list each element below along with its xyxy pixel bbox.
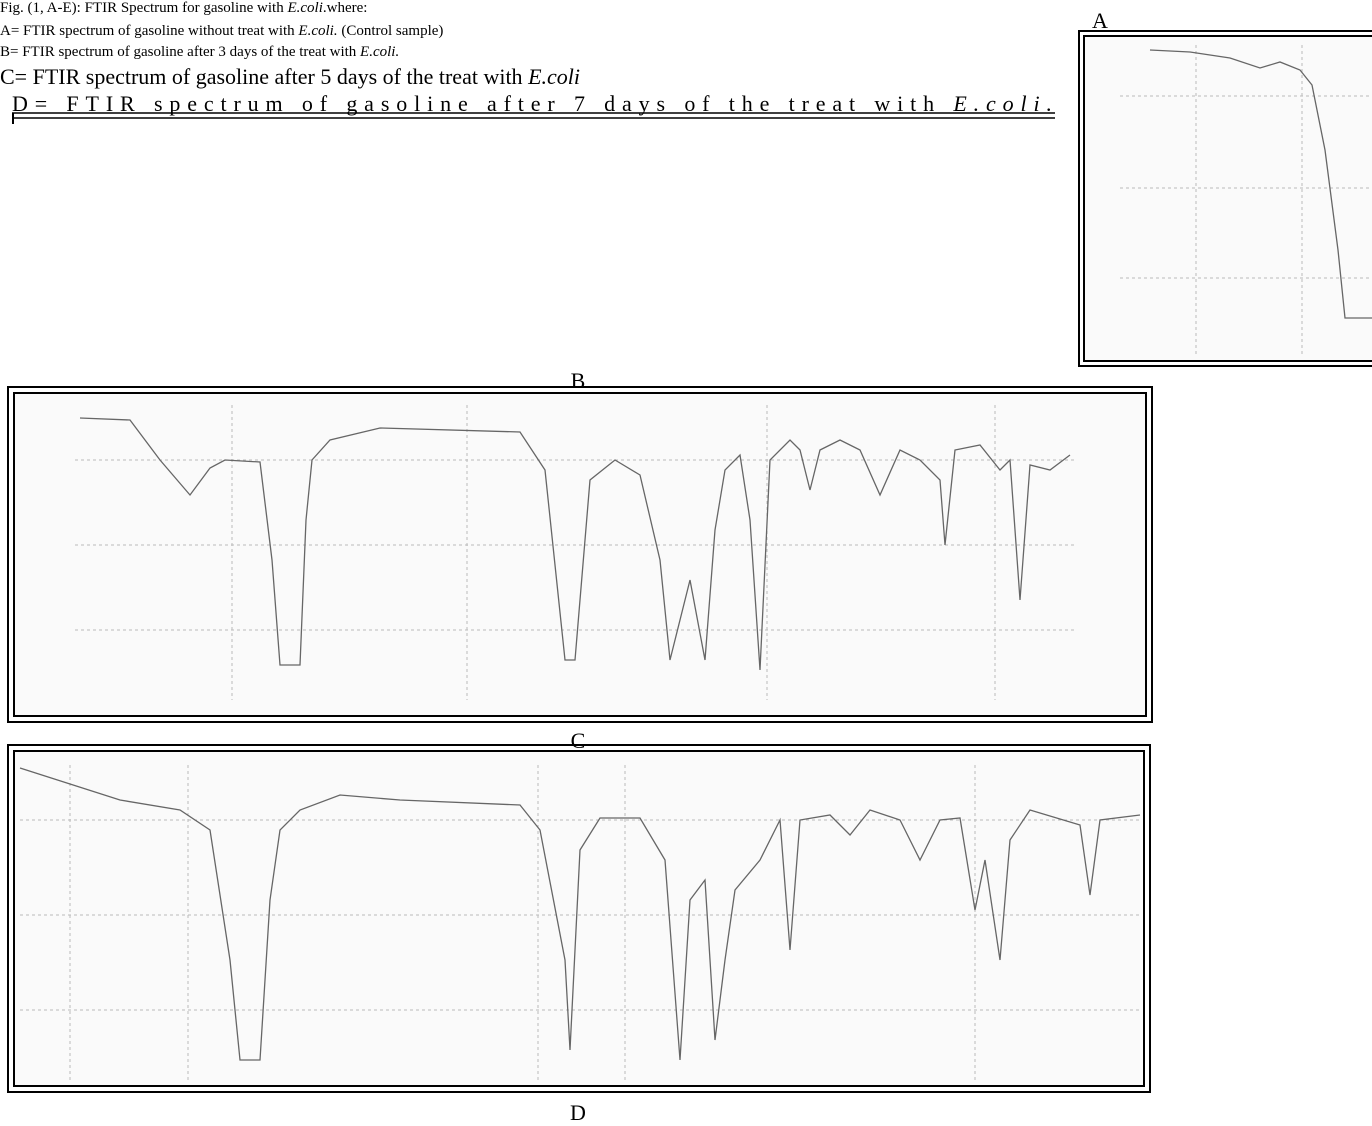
- organism: E.coli: [527, 64, 580, 89]
- panel-label: B: [571, 368, 586, 393]
- page: Fig. (1, A-E): FTIR Spectrum for gasolin…: [0, 0, 1372, 1126]
- caption-text: C= FTIR spectrum of gasoline after 5 day…: [0, 64, 528, 89]
- caption-text: B= FTIR spectrum of gasoline after 3 day…: [0, 44, 360, 60]
- caption-line: A= FTIR spectrum of gasoline without tre…: [0, 23, 443, 39]
- spectrum-panel: [8, 387, 1152, 722]
- caption-text: Fig. (1, A-E): FTIR Spectrum for gasolin…: [0, 0, 287, 16]
- panel-label: C: [571, 728, 586, 753]
- organism: E.coli: [286, 0, 322, 16]
- caption-line: Fig. (1, A-E): FTIR Spectrum for gasolin…: [0, 0, 367, 16]
- caption-line: B= FTIR spectrum of gasoline after 3 day…: [0, 44, 399, 60]
- caption-text: (Control sample): [338, 23, 444, 39]
- caption-text: A= FTIR spectrum of gasoline without tre…: [0, 23, 298, 39]
- caption-line: C= FTIR spectrum of gasoline after 5 day…: [0, 64, 580, 89]
- organism: E.coli.: [359, 44, 399, 60]
- organism: E.coli.: [297, 23, 337, 39]
- panel-label: A: [1092, 8, 1108, 33]
- panel-label: D: [570, 1100, 586, 1125]
- caption-text: .where:: [323, 0, 368, 16]
- spectrum-panel: [8, 745, 1150, 1092]
- spectrum-panel: [1079, 31, 1372, 366]
